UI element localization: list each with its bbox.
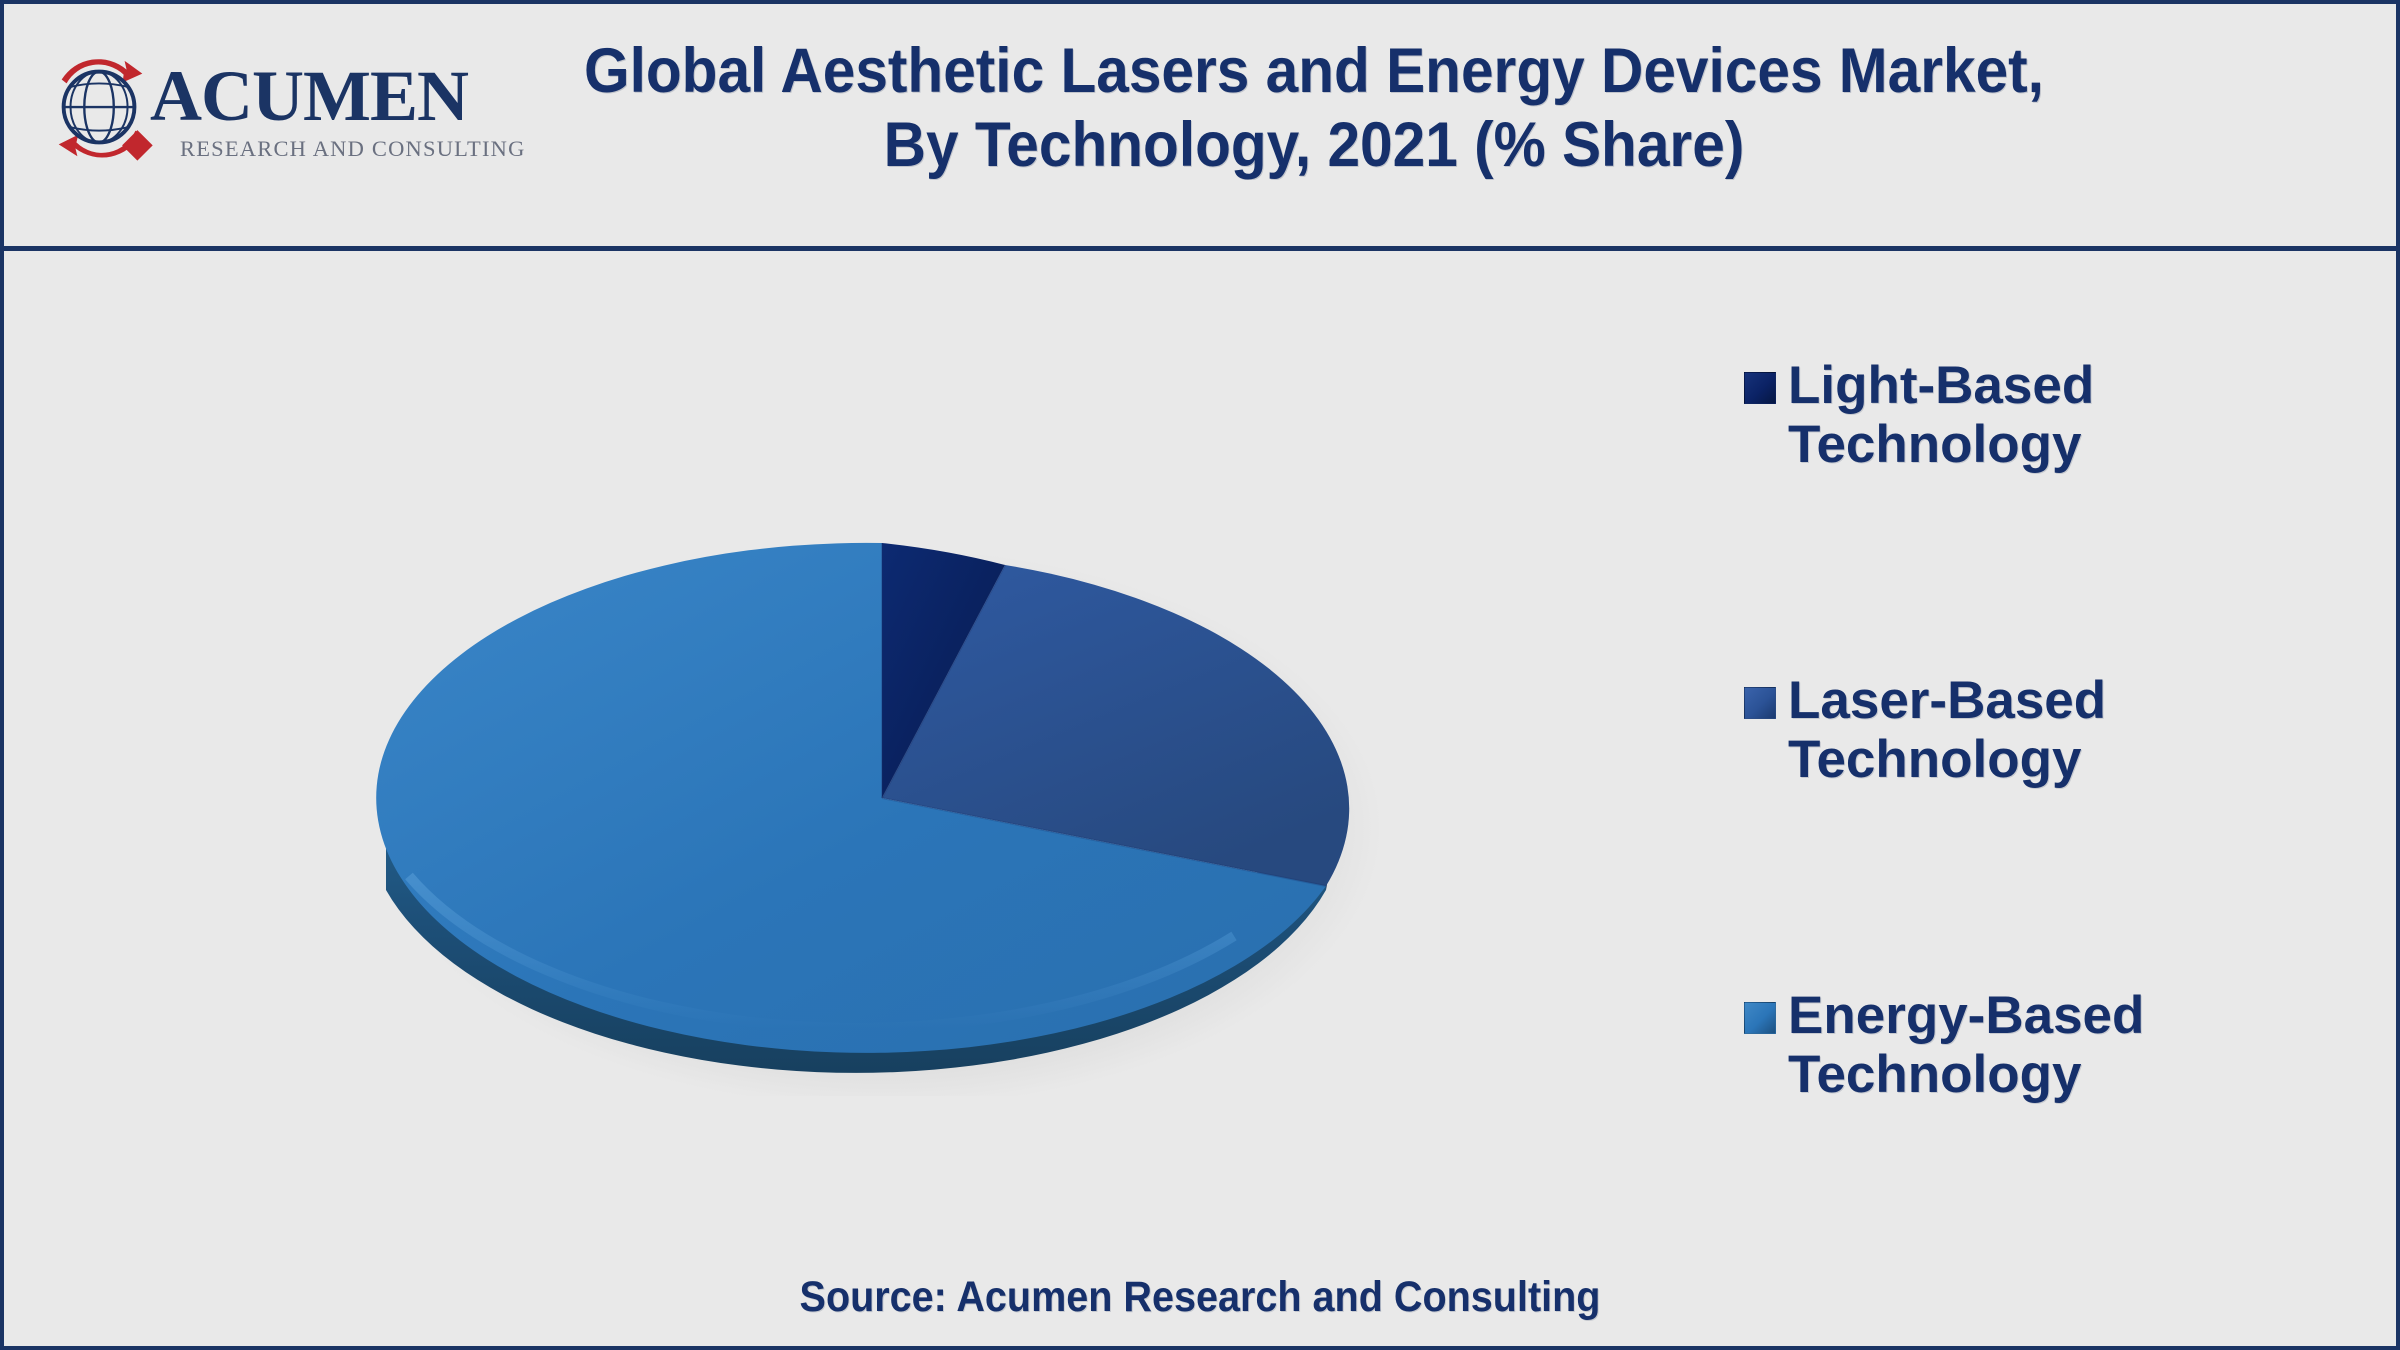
pie-slice-dividers xyxy=(881,543,1327,887)
legend-item-light-based[interactable]: Light-Based Technology xyxy=(1744,356,2258,475)
title-line-2: By Technology, 2021 (% Share) xyxy=(883,110,1745,181)
header-bar: ACUMEN RESEARCH AND CONSULTING Global Ae… xyxy=(4,4,2396,251)
legend-label: Laser-Based Technology xyxy=(1788,671,2107,790)
legend-label: Energy-Based Technology xyxy=(1788,986,2145,1105)
globe-icon xyxy=(58,59,153,161)
logo-wordmark: ACUMEN xyxy=(150,56,469,136)
legend-swatch-icon xyxy=(1744,1002,1776,1034)
logo-tagline: RESEARCH AND CONSULTING xyxy=(180,136,526,161)
legend-item-energy-based[interactable]: Energy-Based Technology xyxy=(1744,986,2258,1105)
pie-slice-light-based xyxy=(882,543,1005,798)
pie-rim-highlight xyxy=(405,872,1237,1033)
legend-label: Light-Based Technology xyxy=(1788,356,2095,475)
title-line-1: Global Aesthetic Lasers and Energy Devic… xyxy=(584,36,2044,106)
pie-chart xyxy=(334,376,1454,1096)
chart-body: Light-Based Technology Laser-Based Techn… xyxy=(4,256,2396,1346)
pie-slice-laser-based xyxy=(882,565,1350,886)
acumen-logo: ACUMEN RESEARCH AND CONSULTING xyxy=(42,46,524,181)
legend-swatch-icon xyxy=(1744,372,1776,404)
legend-swatch-icon xyxy=(1744,687,1776,719)
pie-slice-energy-based xyxy=(376,542,1326,1053)
pie-chart-svg xyxy=(376,542,1382,1096)
page-title: Global Aesthetic Lasers and Energy Devic… xyxy=(496,34,2133,183)
legend-item-laser-based[interactable]: Laser-Based Technology xyxy=(1744,671,2258,790)
source-note: Source: Acumen Research and Consulting xyxy=(799,1273,1601,1321)
